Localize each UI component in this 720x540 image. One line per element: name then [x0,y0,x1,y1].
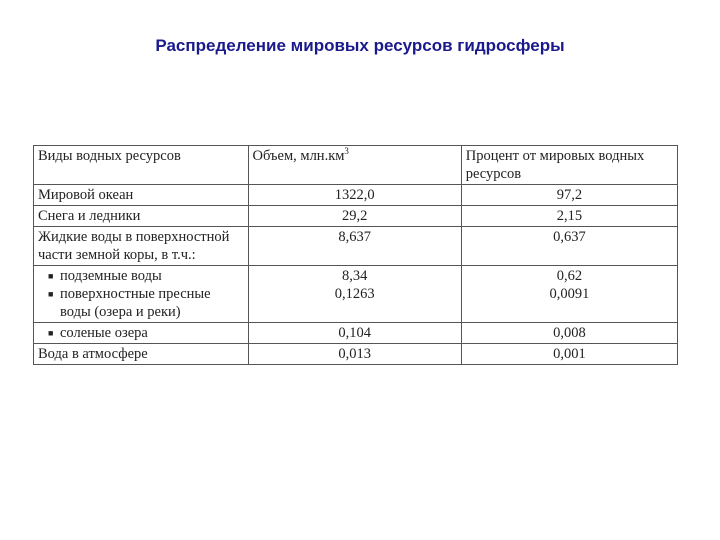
page-title: Распределение мировых ресурсов гидросфер… [155,36,565,55]
list-item: ■ подземные воды [38,267,244,285]
bullet-icon: ■ [48,271,54,281]
row-label-group: ■ подземные воды ■ поверхностные пресные… [33,265,249,323]
row-percent: 97,2 [460,184,679,206]
row-percent: 0,62 [556,268,583,284]
table-row: Жидкие воды в поверхностной части земной… [33,226,679,266]
row-volume: 8,34 [341,268,368,284]
row-label: Мировой океан [33,184,249,206]
row-label-group: ■ соленые озера [33,322,249,344]
table-row: Снега и ледники 29,2 2,15 [33,205,679,227]
row-volume: 0,104 [247,322,462,344]
table-row: Мировой океан 1322,0 97,2 [33,184,679,206]
table-header-row: Виды водных ресурсов Объем, млн.км3 Проц… [33,145,679,185]
hydrosphere-resources-table: Виды водных ресурсов Объем, млн.км3 Проц… [33,145,679,365]
row-percent: 0,0091 [549,286,590,302]
header-percent: Процент от мировых водных ресурсов [460,145,679,185]
row-volume: 29,2 [247,205,462,227]
list-item: ■ поверхностные пресные воды (озера и ре… [38,285,244,321]
bullet-icon: ■ [48,328,54,338]
bullet-icon: ■ [48,289,54,299]
table-row: ■ соленые озера 0,104 0,008 [33,322,679,344]
row-volume: 1322,0 [247,184,462,206]
row-label: Жидкие воды в поверхностной части земной… [33,226,249,266]
row-percent: 2,15 [460,205,679,227]
header-volume: Объем, млн.км3 [247,145,462,185]
row-volume-group: 8,34 0,1263 [247,265,462,323]
list-item: ■ соленые озера [38,324,244,342]
row-percent: 0,001 [460,343,679,365]
table-row: ■ подземные воды ■ поверхностные пресные… [33,265,679,323]
header-volume-text: Объем, млн.км [252,148,345,164]
row-volume: 8,637 [247,226,462,266]
header-volume-sup: 3 [344,146,349,157]
row-percent: 0,008 [460,322,679,344]
row-percent: 0,637 [460,226,679,266]
row-label: Вода в атмосфере [33,343,249,365]
row-label: поверхностные пресные воды (озера и реки… [60,286,211,320]
header-water-type: Виды водных ресурсов [33,145,249,185]
row-percent-group: 0,62 0,0091 [460,265,679,323]
row-label: соленые озера [60,325,148,341]
row-volume: 0,1263 [334,286,375,302]
row-label: подземные воды [60,268,162,284]
table-row: Вода в атмосфере 0,013 0,001 [33,343,679,365]
row-label: Снега и ледники [33,205,249,227]
row-volume: 0,013 [247,343,462,365]
